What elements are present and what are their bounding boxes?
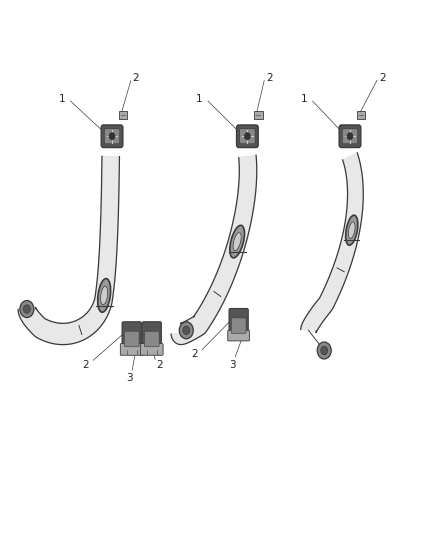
Text: 2: 2	[192, 349, 198, 359]
FancyBboxPatch shape	[101, 125, 123, 148]
Circle shape	[244, 133, 251, 140]
FancyBboxPatch shape	[237, 125, 258, 148]
Ellipse shape	[233, 232, 241, 251]
Text: 3: 3	[229, 360, 235, 370]
FancyBboxPatch shape	[141, 344, 163, 356]
Ellipse shape	[98, 279, 111, 312]
FancyBboxPatch shape	[122, 322, 141, 350]
Ellipse shape	[101, 286, 108, 305]
Text: 3: 3	[126, 373, 133, 383]
FancyBboxPatch shape	[124, 331, 139, 347]
Ellipse shape	[348, 222, 355, 238]
Ellipse shape	[230, 225, 244, 258]
FancyBboxPatch shape	[254, 111, 263, 119]
FancyBboxPatch shape	[228, 330, 250, 341]
Polygon shape	[18, 156, 120, 345]
Circle shape	[347, 133, 353, 140]
FancyBboxPatch shape	[104, 128, 120, 144]
FancyBboxPatch shape	[339, 125, 361, 148]
Text: 2: 2	[379, 73, 386, 83]
FancyBboxPatch shape	[231, 318, 246, 334]
Circle shape	[23, 305, 30, 313]
Circle shape	[20, 301, 34, 318]
Polygon shape	[171, 155, 257, 344]
FancyBboxPatch shape	[229, 309, 248, 336]
FancyBboxPatch shape	[342, 128, 358, 144]
Circle shape	[179, 322, 193, 339]
Text: 2: 2	[157, 360, 163, 370]
Text: 1: 1	[59, 94, 65, 104]
Circle shape	[109, 133, 115, 140]
FancyBboxPatch shape	[357, 111, 365, 119]
Text: 2: 2	[266, 73, 272, 83]
Circle shape	[321, 346, 328, 355]
FancyBboxPatch shape	[120, 344, 143, 356]
Text: 1: 1	[196, 94, 203, 104]
Circle shape	[317, 342, 331, 359]
FancyBboxPatch shape	[142, 322, 161, 350]
Text: 2: 2	[133, 73, 139, 83]
Text: 1: 1	[301, 94, 307, 104]
FancyBboxPatch shape	[145, 331, 159, 347]
Polygon shape	[300, 153, 363, 333]
FancyBboxPatch shape	[119, 111, 127, 119]
Text: 2: 2	[82, 360, 89, 370]
Circle shape	[183, 326, 190, 335]
FancyBboxPatch shape	[240, 128, 255, 144]
Ellipse shape	[346, 215, 358, 245]
